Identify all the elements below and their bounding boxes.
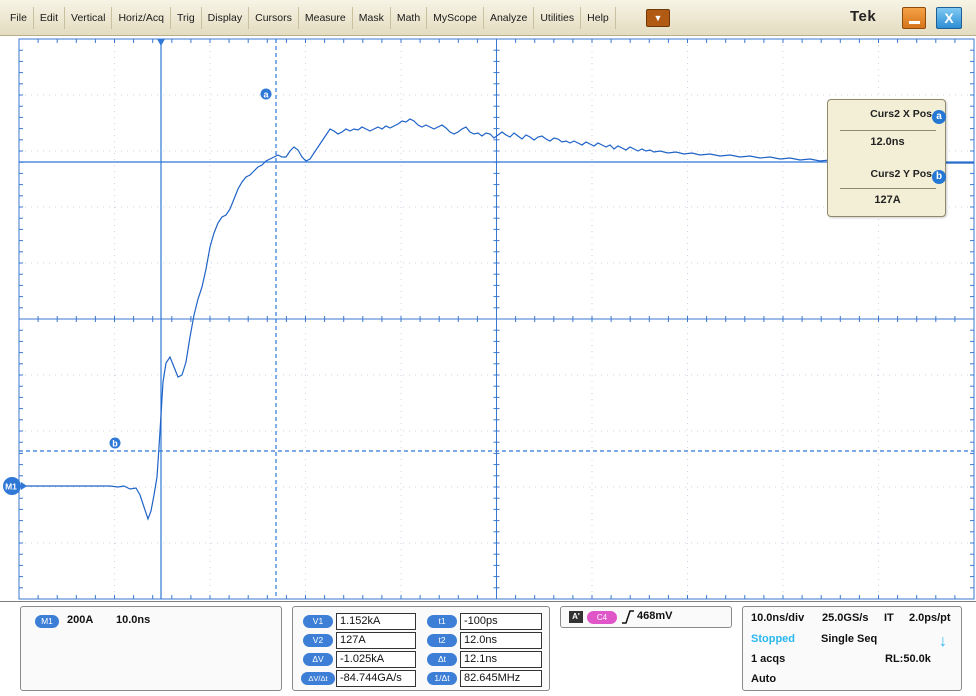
acq-mode: IT (884, 612, 894, 624)
menu-help[interactable]: Help (581, 7, 616, 29)
v2-chip: V2 (303, 634, 333, 647)
delta-t-chip: Δt (427, 653, 457, 666)
menu-utilities[interactable]: Utilities (534, 7, 582, 29)
acq-count: 1 acqs (751, 653, 786, 665)
svg-text:b: b (112, 439, 118, 449)
cursor-a-marker[interactable]: a (260, 88, 272, 100)
menu-items: File Edit Vertical Horiz/Acq Trig Displa… (4, 7, 616, 29)
menu-vertical[interactable]: Vertical (65, 7, 113, 29)
menu-measure[interactable]: Measure (299, 7, 353, 29)
c4-source-chip: C4 (587, 611, 617, 624)
delta-v-value: -1.025kA (336, 651, 416, 668)
math-channel-box[interactable]: M1 200A 10.0ns (20, 606, 282, 691)
menu-analyze[interactable]: Analyze (484, 7, 535, 29)
acq-state: Stopped (751, 633, 795, 645)
m1-reference-marker[interactable]: M1 (3, 477, 27, 495)
divider (840, 188, 936, 189)
status-panel: M1 200A 10.0ns V1 1.152kA V2 127A ΔV -1.… (0, 601, 976, 696)
grid-lines (18, 38, 975, 600)
trigger-mode-chip: A' (569, 611, 583, 623)
menu-horiz-acq[interactable]: Horiz/Acq (112, 7, 171, 29)
curs2-y-value: 127A (874, 194, 901, 206)
svg-text:a: a (263, 90, 269, 100)
curs2-y-label: Curs2 Y Pos (870, 168, 932, 180)
down-arrow-icon[interactable]: ↓ (939, 633, 947, 650)
dv-dt-value: -84.744GA/s (336, 670, 416, 687)
svg-text:M1: M1 (5, 482, 17, 492)
trigger-mode: Auto (751, 673, 777, 685)
menu-myscope[interactable]: MyScope (427, 7, 484, 29)
t1-value: -100ps (460, 613, 542, 630)
cursor-a-badge: a (932, 110, 946, 124)
trigger-box[interactable]: A' C4 468mV (560, 606, 732, 628)
menu-cursors[interactable]: Cursors (249, 7, 299, 29)
minimize-icon[interactable] (902, 7, 926, 29)
curs2-x-value: 12.0ns (870, 136, 905, 148)
inv-dt-chip: 1/Δt (427, 672, 457, 685)
menu-display[interactable]: Display (202, 7, 250, 29)
horizontal-scale: 10.0ns/div (751, 612, 805, 624)
v1-value: 1.152kA (336, 613, 416, 630)
trigger-level: 468mV (637, 610, 673, 622)
cursor-measurement-box[interactable]: V1 1.152kA V2 127A ΔV -1.025kA ΔV/Δt -84… (292, 606, 550, 691)
t2-value: 12.0ns (460, 632, 542, 649)
m1-chip[interactable]: M1 (35, 615, 59, 628)
sequence-mode: Single Seq (821, 633, 878, 645)
menu-file[interactable]: File (4, 7, 34, 29)
resolution: 2.0ps/pt (909, 612, 951, 624)
waveform-display[interactable]: a b M1 Curs2 X Pos a 12.0ns Curs2 Y Pos … (0, 37, 976, 600)
m1-scale: 200A (67, 614, 94, 626)
divider (840, 130, 936, 131)
acquisition-box[interactable]: 10.0ns/div 25.0GS/s IT 2.0ps/pt Stopped … (742, 606, 962, 691)
down-triangle-icon[interactable]: ▼ (646, 9, 670, 27)
delta-v-chip: ΔV (303, 653, 333, 666)
record-length: RL:50.0k (885, 653, 931, 665)
waveform-trace (20, 118, 974, 521)
menu-trig[interactable]: Trig (171, 7, 202, 29)
inv-dt-value: 82.645MHz (460, 670, 542, 687)
t1-chip: t1 (427, 615, 457, 628)
t2-chip: t2 (427, 634, 457, 647)
v1-chip: V1 (303, 615, 333, 628)
cursor-b-marker[interactable]: b (109, 437, 121, 449)
cursor-b-badge: b (932, 170, 946, 184)
menu-mask[interactable]: Mask (353, 7, 391, 29)
rising-edge-icon (622, 610, 634, 624)
cursor-lines[interactable] (19, 39, 974, 599)
v2-value: 127A (336, 632, 416, 649)
sample-rate: 25.0GS/s (822, 612, 869, 624)
tek-logo: Tek (850, 8, 877, 25)
cursor-readout-box: Curs2 X Pos a 12.0ns Curs2 Y Pos b 127A (827, 99, 946, 217)
delta-t-value: 12.1ns (460, 651, 542, 668)
trigger-position-marker[interactable] (157, 39, 165, 46)
curs2-x-label: Curs2 X Pos (870, 108, 932, 120)
close-icon[interactable]: X (936, 7, 962, 29)
menu-edit[interactable]: Edit (34, 7, 66, 29)
menu-math[interactable]: Math (391, 7, 428, 29)
dv-dt-chip: ΔV/Δt (301, 672, 335, 685)
menu-bar: File Edit Vertical Horiz/Acq Trig Displa… (0, 0, 976, 36)
m1-timebase: 10.0ns (116, 614, 151, 626)
